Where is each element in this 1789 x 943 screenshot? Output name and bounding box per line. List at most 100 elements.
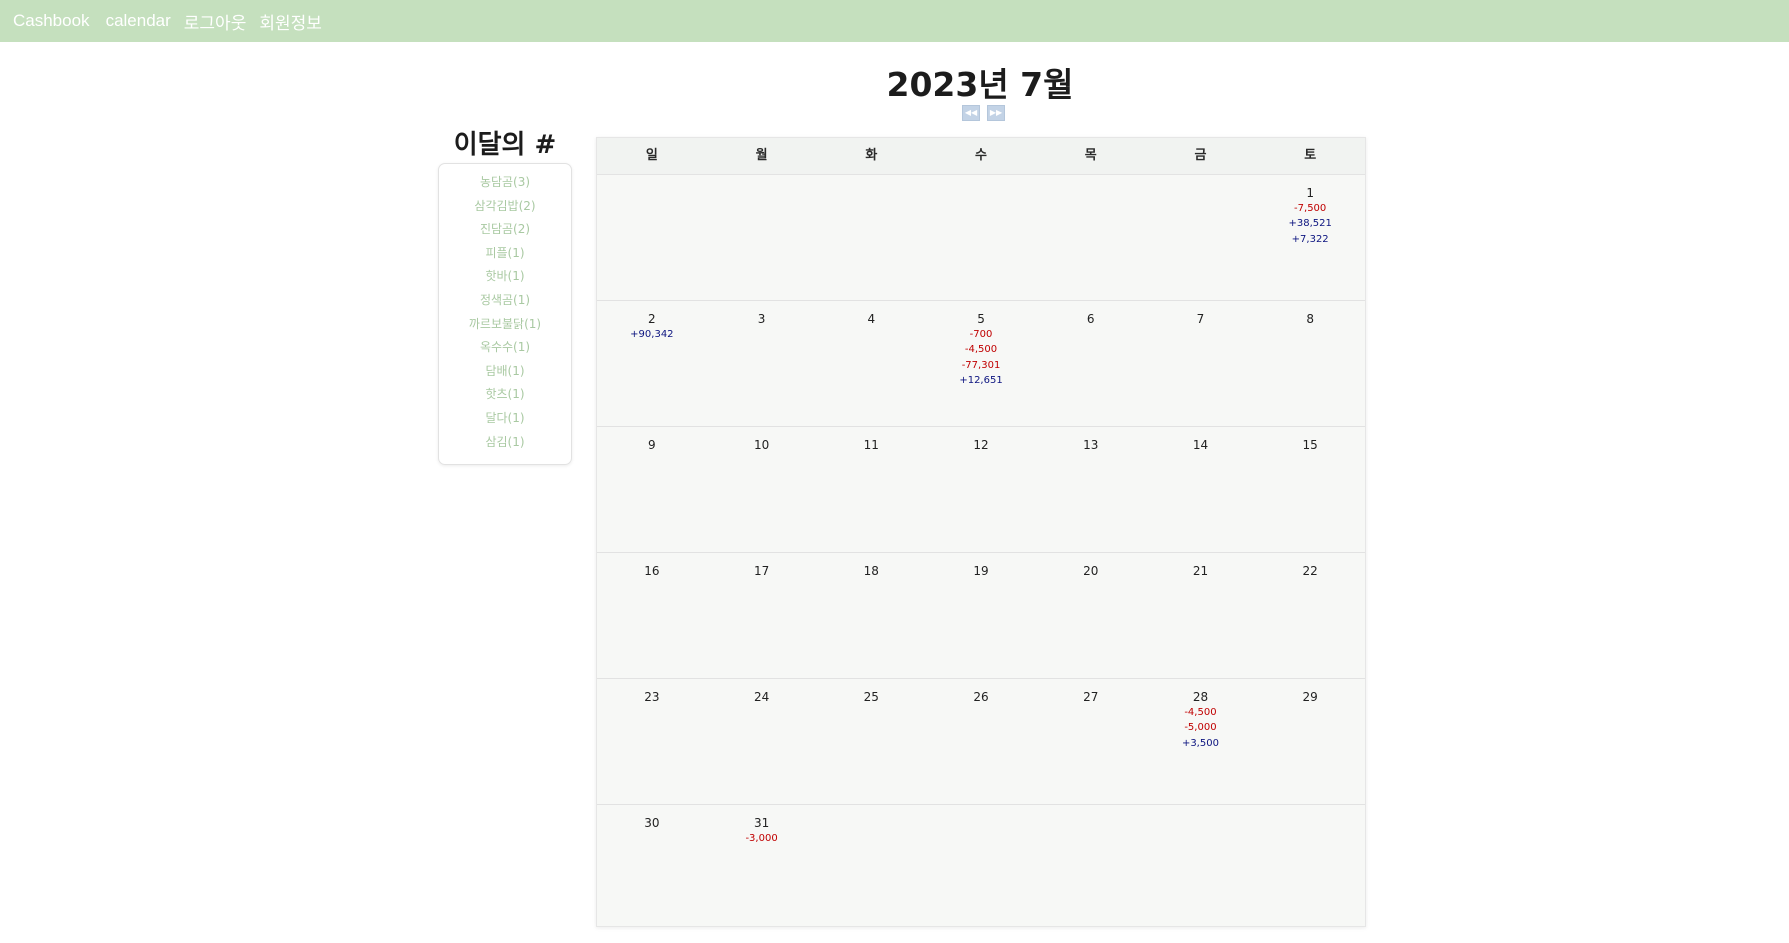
day-number: 26 — [973, 690, 989, 704]
calendar-day-cell[interactable]: 14 — [1146, 427, 1256, 552]
calendar-day-cell[interactable]: 31 -3,000 — [707, 805, 817, 930]
calendar-day-cell[interactable]: 9 — [597, 427, 707, 552]
day-number — [816, 815, 926, 831]
hashtag-item[interactable]: 까르보불닭(1) — [468, 316, 542, 331]
calendar-day-cell[interactable]: 30 — [597, 805, 707, 930]
calendar-day-cell[interactable]: 18 — [816, 553, 926, 678]
calendar-day-cell[interactable]: 17 — [707, 553, 817, 678]
expense-amount[interactable]: -7,500 — [1294, 203, 1327, 214]
calendar-day-cell[interactable]: 19 — [926, 553, 1036, 678]
calendar-day-cell[interactable]: 12 — [926, 427, 1036, 552]
weekday-label: 목 — [1084, 148, 1097, 163]
day-number: 24 — [753, 690, 770, 704]
calendar-day-cell — [1146, 805, 1256, 930]
day-number — [926, 185, 1036, 201]
calendar-week-row: 16 17 18 19 20 21 22 — [597, 553, 1365, 679]
calendar-day-cell[interactable]: 20 — [1036, 553, 1146, 678]
income-amount[interactable]: +3,500 — [1181, 737, 1219, 749]
calendar-day-cell[interactable]: 13 — [1036, 427, 1146, 552]
calendar-day-cell[interactable]: 29 — [1255, 679, 1365, 804]
day-number: 29 — [1302, 690, 1318, 704]
day-number: 21 — [1192, 564, 1209, 578]
expense-amount[interactable]: -700 — [969, 329, 993, 340]
calendar-week-row: 30 31 -3,000 — [597, 805, 1365, 930]
calendar-day-cell[interactable]: 26 — [926, 679, 1036, 804]
weekday-label: 일 — [645, 148, 658, 163]
calendar-day-cell[interactable]: 16 — [597, 553, 707, 678]
calendar-day-cell[interactable]: 5 -700 -4,500 -77,301 +12,651 — [926, 301, 1036, 426]
nav-member-info-link[interactable]: 회원정보 — [259, 13, 322, 33]
hashtag-item[interactable]: 달다(1) — [485, 410, 525, 425]
calendar-day-cell — [1036, 805, 1146, 930]
expense-amount[interactable]: -77,301 — [961, 359, 1001, 371]
expense-amount[interactable]: -4,500 — [1184, 707, 1217, 718]
hashtag-item[interactable]: 핫츠(1) — [485, 387, 525, 402]
income-amount[interactable]: +7,322 — [1291, 233, 1329, 245]
day-number — [816, 185, 926, 201]
calendar-day-cell[interactable]: 22 — [1255, 553, 1365, 678]
calendar-day-cell[interactable]: 15 — [1255, 427, 1365, 552]
day-number: 31 — [753, 816, 770, 830]
hashtag-item[interactable]: 핫바(1) — [485, 269, 525, 284]
calendar-day-cell[interactable]: 3 — [707, 301, 817, 426]
calendar-day-cell[interactable]: 2 +90,342 — [597, 301, 707, 426]
day-number: 6 — [1086, 312, 1095, 326]
income-amount[interactable]: +90,342 — [630, 329, 674, 340]
calendar-day-cell[interactable]: 1 -7,500 +38,521 +7,322 — [1255, 175, 1365, 300]
calendar-day-cell[interactable]: 28 -4,500 -5,000 +3,500 — [1146, 679, 1256, 804]
calendar-day-cell — [1146, 175, 1256, 300]
calendar-day-cell[interactable]: 23 — [597, 679, 707, 804]
expense-amount[interactable]: -5,000 — [1184, 722, 1217, 734]
day-number: 3 — [757, 312, 766, 326]
calendar-day-cell — [1255, 805, 1365, 930]
day-number: 12 — [973, 438, 989, 452]
next-month-button[interactable]: ▶▶ — [987, 105, 1005, 121]
calendar-day-cell — [707, 175, 817, 300]
hashtag-item[interactable]: 삼각김밥(2) — [474, 198, 536, 213]
calendar-day-cell[interactable]: 8 — [1255, 301, 1365, 426]
hashtag-item[interactable]: 정색곰(1) — [479, 292, 531, 307]
weekday-label: 화 — [865, 148, 878, 163]
income-amount[interactable]: +38,521 — [1288, 218, 1332, 230]
hashtag-item[interactable]: 옥수수(1) — [479, 340, 531, 355]
month-title: 2023년 7월 — [886, 65, 1074, 104]
day-number: 25 — [863, 690, 879, 704]
day-number: 14 — [1192, 438, 1209, 452]
nav-calendar-link[interactable]: calendar — [105, 11, 171, 30]
calendar-week-row: 1 -7,500 +38,521 +7,322 — [597, 175, 1365, 301]
hashtag-item[interactable]: 담배(1) — [485, 363, 525, 378]
month-navigation: ◀◀ ▶▶ — [962, 105, 1005, 121]
calendar-day-cell[interactable]: 25 — [816, 679, 926, 804]
hashtag-item[interactable]: 피플(1) — [485, 245, 525, 260]
day-number: 30 — [644, 816, 660, 830]
calendar-day-cell[interactable]: 21 — [1146, 553, 1256, 678]
day-number: 15 — [1302, 438, 1318, 452]
day-number: 2 — [648, 312, 656, 326]
calendar-day-cell — [816, 175, 926, 300]
day-number: 13 — [1083, 438, 1099, 452]
hashtag-item[interactable]: 농담곰(3) — [479, 175, 531, 189]
weekday-label: 금 — [1194, 148, 1207, 163]
calendar-day-cell[interactable]: 10 — [707, 427, 817, 552]
weekday-label: 토 — [1304, 148, 1317, 163]
calendar-day-cell[interactable]: 6 — [1036, 301, 1146, 426]
hashtag-item[interactable]: 삼김(1) — [485, 434, 525, 449]
day-number: 22 — [1302, 564, 1318, 578]
calendar-day-cell — [816, 805, 926, 930]
income-amount[interactable]: +12,651 — [959, 374, 1003, 386]
calendar-day-cell[interactable]: 4 — [816, 301, 926, 426]
calendar-day-cell[interactable]: 7 — [1146, 301, 1256, 426]
nav-logout-link[interactable]: 로그아웃 — [183, 13, 247, 33]
brand-link[interactable]: Cashbook — [13, 11, 90, 30]
expense-amount[interactable]: -3,000 — [745, 833, 778, 844]
day-number — [1036, 815, 1146, 831]
calendar-day-cell[interactable]: 27 — [1036, 679, 1146, 804]
hashtag-item[interactable]: 진담곰(2) — [479, 222, 531, 237]
day-number: 1 — [1306, 186, 1314, 200]
prev-month-button[interactable]: ◀◀ — [962, 105, 980, 121]
expense-amount[interactable]: -4,500 — [964, 344, 998, 356]
weekday-label: 수 — [975, 148, 987, 163]
calendar-day-cell[interactable]: 24 — [707, 679, 817, 804]
calendar-day-cell[interactable]: 11 — [816, 427, 926, 552]
